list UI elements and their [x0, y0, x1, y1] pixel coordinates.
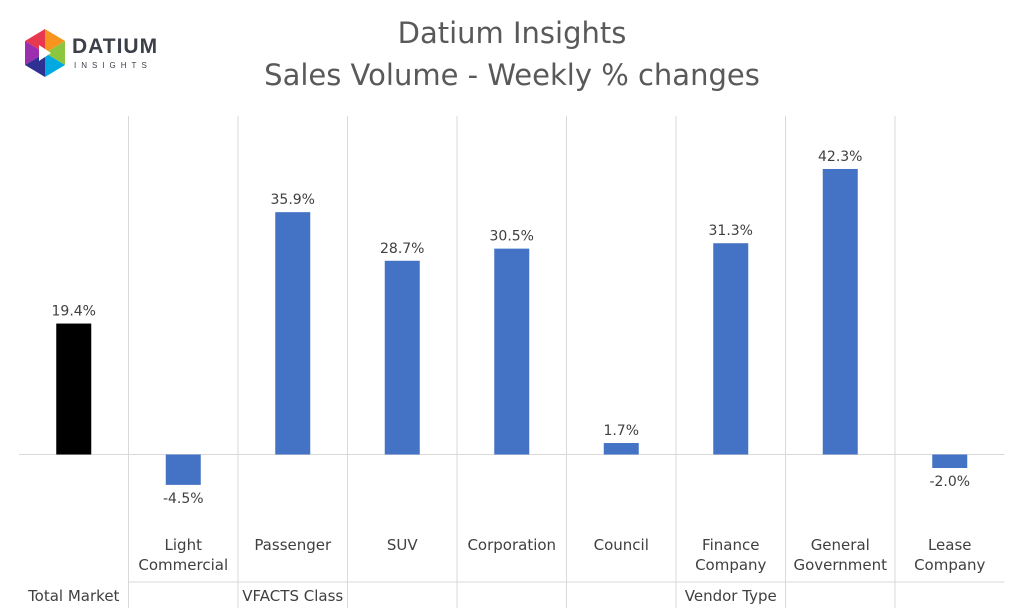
data-label-2: 35.9%	[271, 192, 315, 208]
bar-5	[603, 443, 639, 455]
data-label-7: 42.3%	[818, 149, 862, 165]
bar-7	[822, 168, 858, 455]
group-label-2: Vendor Type	[685, 587, 777, 605]
category-label-1: Commercial	[138, 556, 228, 574]
category-label-8: Company	[914, 556, 985, 574]
chart-title-line2: Sales Volume - Weekly % changes	[264, 58, 760, 92]
category-label-6: Company	[695, 556, 766, 574]
bar-8	[932, 454, 968, 468]
category-label-7: General	[811, 536, 870, 554]
category-label-4: Corporation	[467, 536, 556, 554]
category-label-5: Council	[594, 536, 649, 554]
datium-logo: DATIUM INSIGHTS	[22, 27, 172, 83]
bar-6	[713, 243, 749, 455]
category-label-1: Light	[165, 536, 203, 554]
data-label-3: 28.7%	[380, 241, 424, 257]
logo-wordmark: DATIUM	[72, 35, 159, 58]
data-label-0: 19.4%	[52, 304, 96, 320]
bar-3	[384, 260, 420, 455]
datium-hexagon-icon	[25, 29, 65, 77]
category-label-3: SUV	[387, 536, 419, 554]
bar-1	[165, 454, 201, 485]
category-label-6: Finance	[702, 536, 759, 554]
data-label-5: 1.7%	[603, 423, 639, 439]
bar-4	[494, 248, 530, 455]
data-label-4: 30.5%	[490, 229, 534, 245]
data-label-1: -4.5%	[163, 491, 204, 507]
logo-subtitle: INSIGHTS	[74, 61, 152, 70]
bar-0	[56, 323, 92, 455]
category-label-7: Government	[793, 556, 887, 574]
data-label-8: -2.0%	[929, 474, 970, 490]
group-label-0: Total Market	[27, 587, 119, 605]
group-label-1: VFACTS Class	[242, 587, 343, 605]
category-label-8: Lease	[928, 536, 972, 554]
chart-title-line1: Datium Insights	[397, 16, 627, 50]
data-label-6: 31.3%	[709, 223, 753, 239]
category-label-2: Passenger	[254, 536, 332, 554]
bar-2	[275, 212, 311, 455]
